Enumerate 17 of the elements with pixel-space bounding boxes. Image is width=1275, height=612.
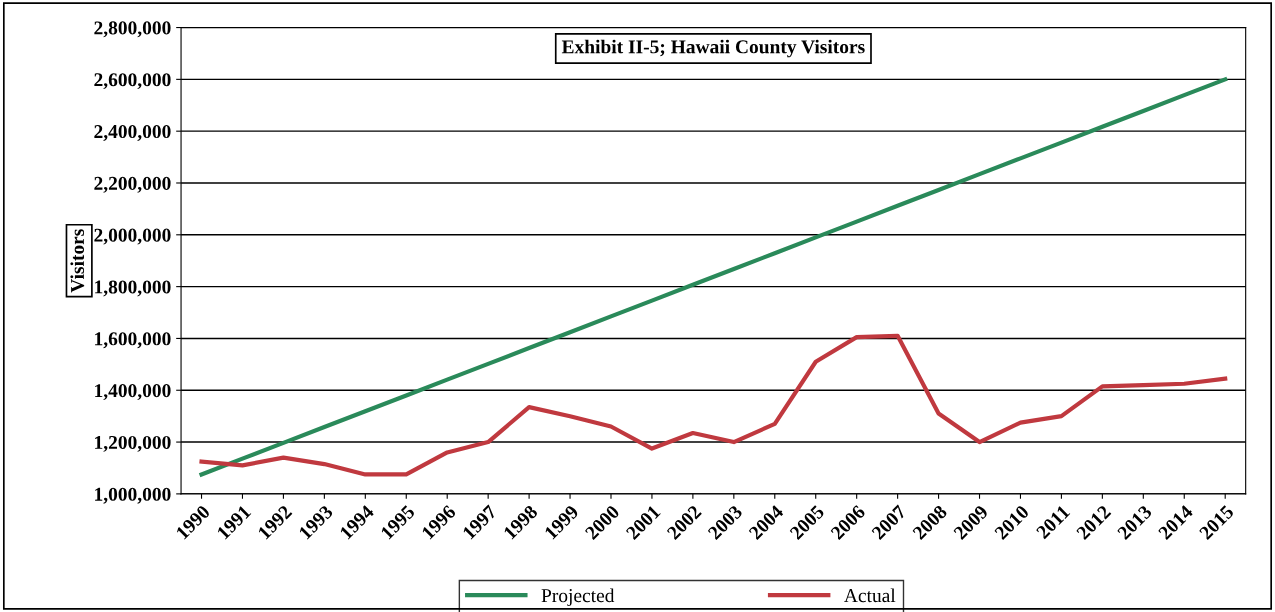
y-tick-label: 2,200,000 <box>94 176 171 193</box>
text: Exhibit II-5; Hawaii County Visitors <box>561 39 865 58</box>
y-tick-label: 2,400,000 <box>94 124 171 141</box>
y-tick-label: 1,000,000 <box>95 487 171 504</box>
y-tick-label: 1,200,000 <box>95 435 171 452</box>
y-tick-label: 2,800,000 <box>94 21 171 38</box>
y-tick-label: 1,600,000 <box>95 332 171 349</box>
y-tick-label: 1,800,000 <box>95 280 171 297</box>
y-axis-title: Visitors <box>70 229 85 293</box>
y-tick-label: 2,000,000 <box>94 228 171 245</box>
y-tick-label: 1,400,000 <box>95 384 171 401</box>
line-series <box>199 333 1228 477</box>
line-series <box>199 77 1228 477</box>
legend-label: Projected <box>541 588 615 607</box>
legend-label: Actual <box>844 588 896 603</box>
x-tick-label: 2011 <box>1035 504 1071 540</box>
y-tick-label: 2,600,000 <box>94 73 171 90</box>
